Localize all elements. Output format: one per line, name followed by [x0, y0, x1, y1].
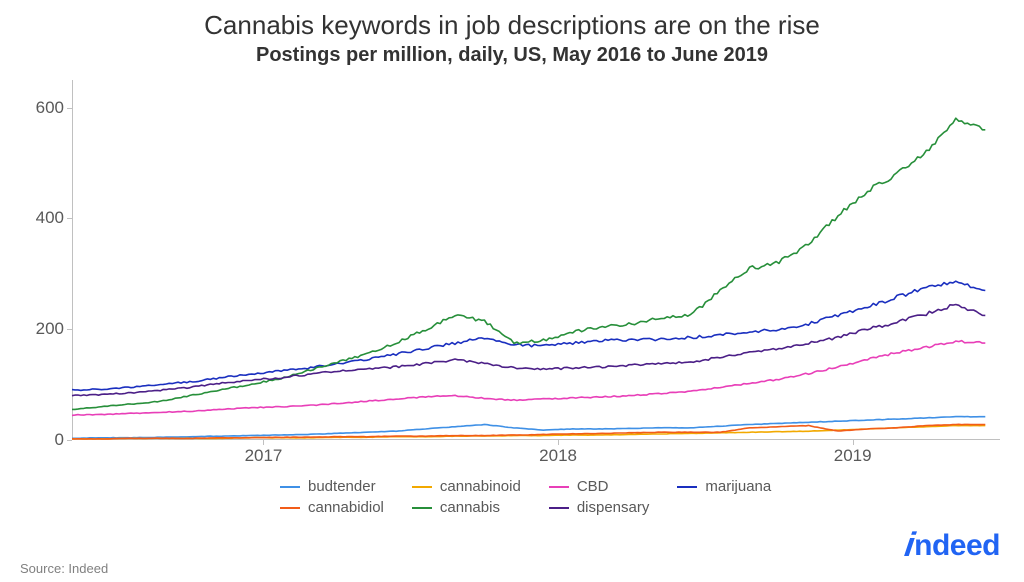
- source-label: Source: Indeed: [20, 561, 108, 576]
- legend-swatch: [412, 486, 432, 488]
- y-tick-label: 0: [55, 430, 64, 450]
- series-marijuana: [72, 281, 985, 390]
- legend-swatch: [549, 507, 569, 509]
- chart-container: Cannabis keywords in job descriptions ar…: [0, 0, 1024, 582]
- indeed-logo: indeed: [905, 525, 1000, 564]
- y-tick-mark: [67, 108, 72, 109]
- legend-item-budtender: budtender: [280, 478, 384, 495]
- legend-item-cannabidiol: cannabidiol: [280, 499, 384, 516]
- legend-label: marijuana: [705, 478, 771, 495]
- legend-item-marijuana: marijuana: [677, 478, 771, 495]
- chart-title: Cannabis keywords in job descriptions ar…: [0, 10, 1024, 41]
- legend-swatch: [412, 507, 432, 509]
- x-tick-mark: [263, 440, 264, 445]
- series-cannabis: [72, 118, 985, 409]
- series-cannabinoid: [72, 425, 985, 439]
- legend-label: cannabinoid: [440, 478, 521, 495]
- y-tick-label: 400: [36, 208, 64, 228]
- legend-swatch: [677, 486, 697, 488]
- series-CBD: [72, 341, 985, 416]
- lines-svg: [72, 80, 1000, 440]
- x-tick-mark: [853, 440, 854, 445]
- legend-item-CBD: CBD: [549, 478, 650, 495]
- legend-label: dispensary: [577, 499, 650, 516]
- chart-subtitle: Postings per million, daily, US, May 201…: [0, 44, 1024, 67]
- legend-swatch: [549, 486, 569, 488]
- series-dispensary: [72, 305, 985, 396]
- y-tick-mark: [67, 218, 72, 219]
- legend-item-cannabinoid: cannabinoid: [412, 478, 521, 495]
- y-tick-label: 200: [36, 319, 64, 339]
- legend-label: cannabidiol: [308, 499, 384, 516]
- legend-label: cannabis: [440, 499, 500, 516]
- legend-label: budtender: [308, 478, 376, 495]
- legend: budtender cannabinoid CBD marijuana cannabid…: [280, 478, 771, 516]
- y-tick-mark: [67, 329, 72, 330]
- legend-swatch: [280, 507, 300, 509]
- legend-label: CBD: [577, 478, 609, 495]
- x-tick-mark: [558, 440, 559, 445]
- y-tick-mark: [67, 440, 72, 441]
- legend-item-cannabis: cannabis: [412, 499, 521, 516]
- plot-area: 0200400600201720182019: [72, 80, 1000, 440]
- x-tick-label: 2018: [539, 446, 577, 466]
- y-tick-label: 600: [36, 98, 64, 118]
- x-tick-label: 2019: [834, 446, 872, 466]
- legend-swatch: [280, 486, 300, 488]
- legend-item-dispensary: dispensary: [549, 499, 650, 516]
- x-tick-label: 2017: [245, 446, 283, 466]
